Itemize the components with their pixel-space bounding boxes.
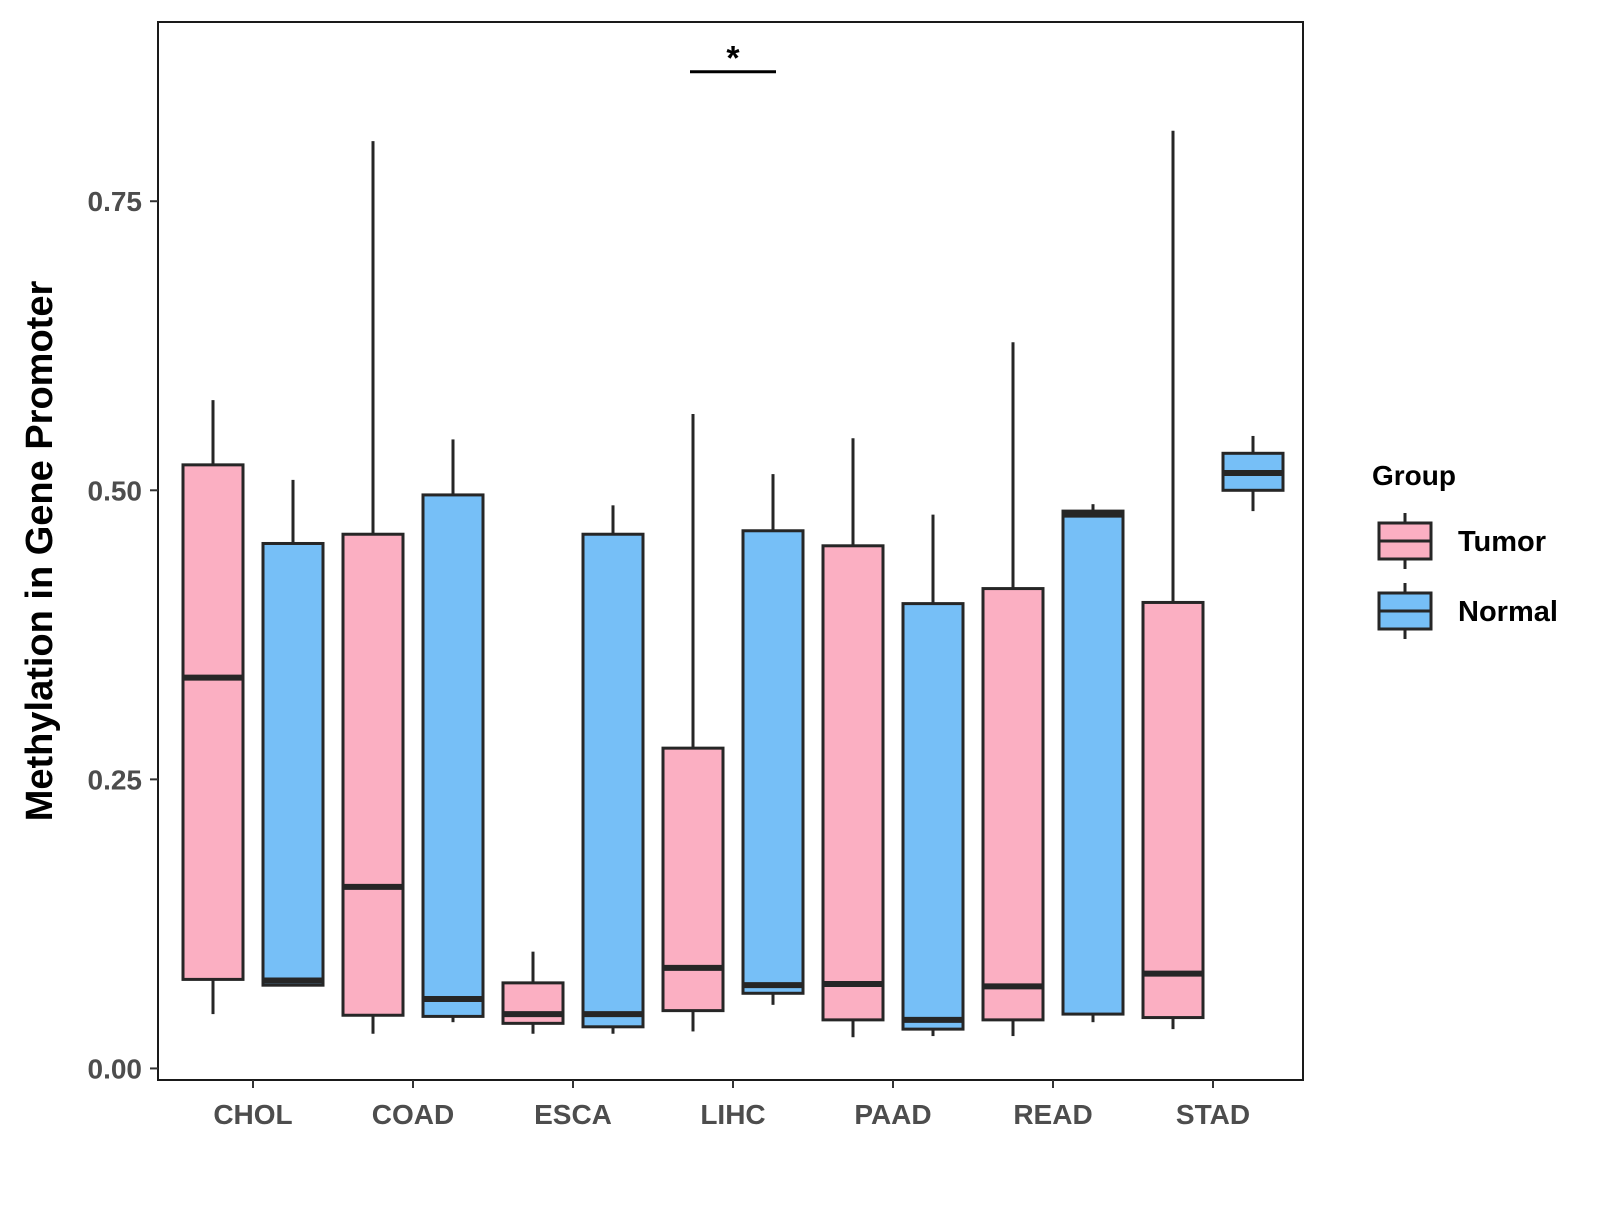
box-normal-coad — [421, 439, 485, 1023]
boxes-layer — [181, 130, 1285, 1038]
box-body — [981, 587, 1045, 1022]
legend-key-normal — [1377, 583, 1433, 639]
box-body — [501, 981, 565, 1025]
box-body — [821, 544, 885, 1022]
x-tick-label: READ — [1013, 1099, 1092, 1130]
y-axis-title: Methylation in Gene Promoter — [19, 281, 61, 822]
box-body — [261, 541, 325, 987]
box-tumor-stad — [1141, 130, 1205, 1030]
legend-key-tumor — [1377, 513, 1433, 569]
box-body — [1061, 509, 1125, 1016]
legend-title: Group — [1372, 460, 1456, 491]
box-body — [341, 532, 405, 1017]
y-tick-label: 0.75 — [88, 186, 143, 217]
box-body — [181, 463, 245, 981]
box-tumor-chol — [181, 400, 245, 1015]
box-body — [1141, 600, 1205, 1020]
y-axis: 0.00 0.25 0.50 0.75 — [88, 186, 158, 1084]
significance-label: * — [726, 40, 740, 78]
legend: Group Tumor Normal — [1372, 460, 1558, 639]
legend-label-normal: Normal — [1458, 596, 1558, 628]
box-tumor-paad — [821, 438, 885, 1038]
box-tumor-lihc — [661, 413, 725, 1032]
box-tumor-read — [981, 342, 1045, 1037]
x-tick-label: CHOL — [213, 1099, 292, 1130]
plot-panel-border — [157, 21, 1304, 1081]
box-normal-esca — [581, 505, 645, 1034]
x-tick-label: PAAD — [854, 1099, 931, 1130]
x-tick-label: LIHC — [700, 1099, 765, 1130]
legend-label-tumor: Tumor — [1458, 526, 1546, 558]
box-body — [661, 746, 725, 1013]
box-body — [741, 529, 805, 995]
box-tumor-coad — [341, 141, 405, 1034]
box-tumor-esca — [501, 951, 565, 1034]
x-axis: CHOL COAD ESCA LIHC PAAD READ STAD — [213, 1080, 1250, 1130]
box-normal-read — [1061, 504, 1125, 1023]
box-normal-paad — [901, 514, 965, 1037]
y-tick-label: 0.50 — [88, 475, 143, 506]
box-normal-chol — [261, 479, 325, 987]
x-tick-label: STAD — [1176, 1099, 1250, 1130]
y-tick-label: 0.25 — [88, 764, 143, 795]
box-body — [421, 493, 485, 1018]
annotations: * — [690, 40, 776, 78]
x-tick-label: ESCA — [534, 1099, 612, 1130]
box-body — [581, 532, 645, 1029]
y-tick-label: 0.00 — [88, 1053, 143, 1084]
box-normal-stad — [1221, 435, 1285, 512]
box-normal-lihc — [741, 474, 805, 1005]
x-tick-label: COAD — [372, 1099, 454, 1130]
box-body — [901, 602, 965, 1031]
